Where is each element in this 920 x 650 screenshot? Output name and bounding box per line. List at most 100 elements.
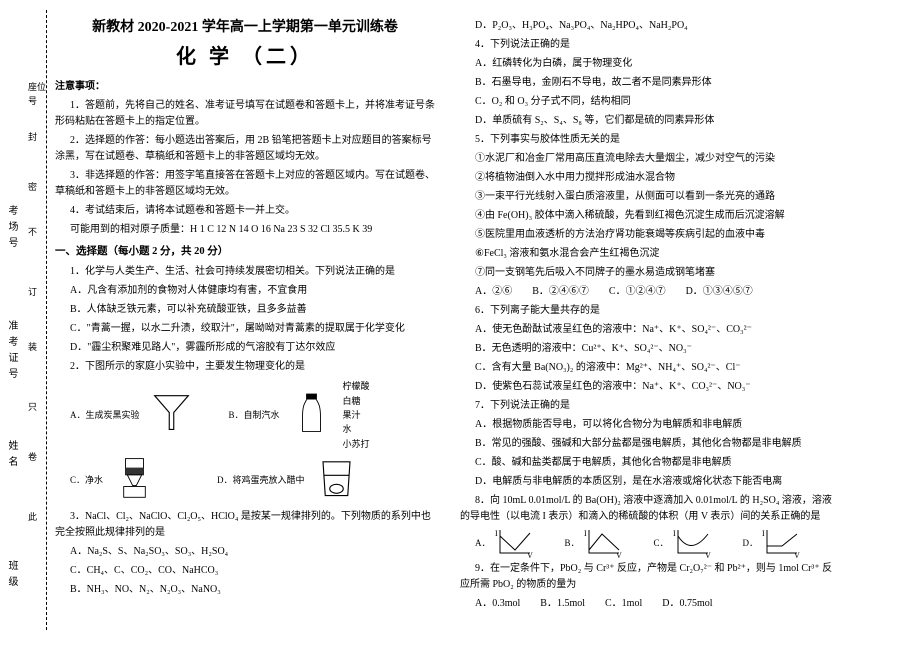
q8-opt-a[interactable]: A． IV <box>475 528 535 558</box>
q2-stem: 2．下图所示的家庭小实验中，主要发生物理变化的是 <box>55 359 435 375</box>
funnel-icon <box>144 390 199 439</box>
q7-stem: 7．下列说法正确的是 <box>460 398 840 414</box>
label-banji: 班级 <box>3 560 19 592</box>
q6-opt-b[interactable]: B．无色透明的溶液中：Cu²⁺、K⁺、SO₄²⁻、NO₃⁻ <box>460 341 840 357</box>
label-kaochang: 考场号 <box>3 205 19 253</box>
q5-item6: ⑥FeCl₃ 溶液和氨水混合会产生红褐色沉淀 <box>460 246 840 262</box>
q4-opt-d[interactable]: D．单质硫有 S₂、S₄、S₈ 等，它们都是硫的同素异形体 <box>460 113 840 129</box>
q2-opt-b[interactable]: B．自制汽水 柠檬酸 白糖 果汁 水 小苏打 <box>229 379 370 451</box>
q8-options: A． IV B． IV C． IV D． IV <box>460 528 840 558</box>
curve-b-icon: IV <box>584 528 624 558</box>
q9-opt-c[interactable]: C．1mol <box>605 596 642 612</box>
filter-icon <box>107 455 162 504</box>
q1-opt-a[interactable]: A．凡含有添加剂的食物对人体健康均有害，不宜食用 <box>55 283 435 299</box>
notice-heading: 注意事项： <box>55 79 435 95</box>
q7-opt-c[interactable]: C．酸、碱和盐类都属于电解质，其他化合物都是非电解质 <box>460 455 840 471</box>
curve-c-icon: IV <box>673 528 713 558</box>
q8-opt-b[interactable]: B． IV <box>565 528 624 558</box>
q5-options: A．②⑥ B．②④⑥⑦ C．①②④⑦ D．①③④⑤⑦ <box>460 284 840 300</box>
label-juan: 卷 <box>28 450 37 464</box>
svg-text:V: V <box>794 551 800 558</box>
q9-opt-a[interactable]: A．0.3mol <box>475 596 520 612</box>
q3-opt-c-pre[interactable]: C．CH₄、C、CO₂、CO、NaHCO₃ <box>55 563 435 579</box>
q6-opt-a[interactable]: A．使无色酚酞试液呈红色的溶液中：Na⁺、K⁺、SO₄²⁻、CO₃²⁻ <box>460 322 840 338</box>
q6-stem: 6．下列离子能大量共存的是 <box>460 303 840 319</box>
q5-item1: ①水泥厂和冶金厂常用高压直流电除去大量烟尘，减少对空气的污染 <box>460 151 840 167</box>
label-xingming: 姓名 <box>3 440 19 472</box>
svg-text:V: V <box>616 551 622 558</box>
molar-masses: 可能用到的相对原子质量：H 1 C 12 N 14 O 16 Na 23 S 3… <box>55 222 435 238</box>
page-columns: 新教材 2020-2021 学年高一上学期第一单元训练卷 化 学 （二） 注意事… <box>0 0 920 624</box>
q4-opt-a[interactable]: A．红磷转化为白磷，属于物理变化 <box>460 56 840 72</box>
q9-options: A．0.3mol B．1.5mol C．1mol D．0.75mol <box>460 596 840 612</box>
label-zhi: 只 <box>28 400 37 414</box>
label-ci: 此 <box>28 510 37 524</box>
q5-opt-c[interactable]: C．①②④⑦ <box>609 284 666 300</box>
q5-item4: ④由 Fe(OH)₃ 胶体中滴入稀硫酸，先看到红褐色沉淀生成而后沉淀溶解 <box>460 208 840 224</box>
label-zuowei: 座位号 <box>28 80 53 109</box>
q8-stem: 8．向 10mL 0.01mol/L 的 Ba(OH)₂ 溶液中逐滴加入 0.0… <box>460 493 840 525</box>
q2-opt-a-label: A．生成炭黑实验 <box>70 408 140 422</box>
q5-opt-a[interactable]: A．②⑥ <box>475 284 512 300</box>
label-zhuang: 装 <box>28 340 37 354</box>
column-right: D．P₂O₃、H₃PO₄、Na₃PO₄、Na₂HPO₄、NaH₂PO₄ 4．下列… <box>460 15 840 614</box>
svg-text:I: I <box>495 529 498 538</box>
q5-item5: ⑤医院里用血液透析的方法治疗肾功能衰竭等疾病引起的血液中毒 <box>460 227 840 243</box>
q2-opt-d-label: D．将鸡蛋壳放入醋中 <box>217 473 305 487</box>
q5-item3: ③一束平行光线射入蛋白质溶液里，从侧面可以看到一条光亮的通路 <box>460 189 840 205</box>
column-left: 新教材 2020-2021 学年高一上学期第一单元训练卷 化 学 （二） 注意事… <box>55 15 435 614</box>
label-ding: 订 <box>28 285 37 299</box>
q3-opt-a[interactable]: A．Na₂S、S、Na₂SO₃、SO₃、H₂SO₄ <box>55 544 435 560</box>
svg-text:I: I <box>584 529 587 538</box>
q9-stem: 9．在一定条件下，PbO₂ 与 Cr³⁺ 反应，产物是 Cr₂O₇²⁻ 和 Pb… <box>460 561 840 593</box>
notice-3: 3．非选择题的作答：用签字笔直接答在答题卡上对应的答题区域内。写在试题卷、草稿纸… <box>55 168 435 200</box>
q7-opt-b[interactable]: B．常见的强酸、强碱和大部分盐都是强电解质，其他化合物都是非电解质 <box>460 436 840 452</box>
q4-opt-c[interactable]: C．O₂ 和 O₃ 分子式不同，结构相同 <box>460 94 840 110</box>
svg-text:V: V <box>527 551 533 558</box>
q6-opt-d[interactable]: D．使紫色石蕊试液呈红色的溶液中：Na⁺、K⁺、CO₃²⁻、NO₃⁻ <box>460 379 840 395</box>
q7-opt-a[interactable]: A．根据物质能否导电，可以将化合物分为电解质和非电解质 <box>460 417 840 433</box>
q5-item2: ②将植物油倒入水中用力搅拌形成油水混合物 <box>460 170 840 186</box>
q6-opt-c[interactable]: C．含有大量 Ba(NO₃)₂ 的溶液中：Mg²⁺、NH₄⁺、SO₄²⁻、Cl⁻ <box>460 360 840 376</box>
q9-opt-b[interactable]: B．1.5mol <box>540 596 585 612</box>
q1-opt-c[interactable]: C．"青蒿一握，以水二升渍，绞取汁"，屠呦呦对青蒿素的提取属于化学变化 <box>55 321 435 337</box>
q4-opt-b[interactable]: B．石墨导电，金刚石不导电，故二者不是同素异形体 <box>460 75 840 91</box>
q5-opt-d[interactable]: D．①③④⑤⑦ <box>686 284 753 300</box>
notice-1: 1．答题前，先将自己的姓名、准考证号填写在试题卷和答题卡上，并将准考证号条形码粘… <box>55 98 435 130</box>
label-mi: 密 <box>28 180 37 194</box>
paper-title-line2: 化 学 （二） <box>55 41 435 73</box>
notice-2: 2．选择题的作答：每小题选出答案后，用 2B 铅笔把答题卡上对应题目的答案标号涂… <box>55 133 435 165</box>
q5-opt-b[interactable]: B．②④⑥⑦ <box>532 284 589 300</box>
q3-stem: 3．NaCl、Cl₂、NaClO、Cl₂O₅、HClO₄ 是按某一规律排列的。下… <box>55 509 435 541</box>
svg-text:V: V <box>705 551 711 558</box>
binding-strip: 座位号 封 密 不 考场号 订 装 准考证号 只 卷 姓名 此 班级 <box>8 10 53 630</box>
q3-opt-d[interactable]: D．P₂O₃、H₃PO₄、Na₃PO₄、Na₂HPO₄、NaH₂PO₄ <box>460 18 840 34</box>
q7-opt-d[interactable]: D．电解质与非电解质的本质区别，是在水溶液或熔化状态下能否电离 <box>460 474 840 490</box>
q2-opt-a[interactable]: A．生成炭黑实验 <box>70 390 199 439</box>
curve-a-icon: IV <box>495 528 535 558</box>
q1-stem: 1．化学与人类生产、生活、社会可持续发展密切相关。下列说法正确的是 <box>55 264 435 280</box>
label-feng: 封 <box>28 130 37 144</box>
q8-opt-d[interactable]: D． IV <box>743 528 803 558</box>
q5-stem: 5．下列事实与胶体性质无关的是 <box>460 132 840 148</box>
label-bu: 不 <box>28 225 37 239</box>
q2-opt-d[interactable]: D．将鸡蛋壳放入醋中 <box>217 455 364 504</box>
q1-opt-b[interactable]: B．人体缺乏铁元素，可以补充硫酸亚铁，且多多益善 <box>55 302 435 318</box>
beaker-icon <box>309 455 364 504</box>
q8-opt-c[interactable]: C． IV <box>654 528 713 558</box>
q2-opt-c[interactable]: C．净水 <box>70 455 162 504</box>
q3-opt-b[interactable]: B．NH₃、NO、N₂、N₂O₃、NaNO₃ <box>55 582 435 598</box>
notice-4: 4．考试结束后，请将本试题卷和答题卡一并上交。 <box>55 203 435 219</box>
svg-text:I: I <box>673 529 676 538</box>
label-zhun: 准考证号 <box>3 320 19 384</box>
svg-text:I: I <box>762 529 765 538</box>
q2-opt-b-label: B．自制汽水 <box>229 408 280 422</box>
q1-opt-d[interactable]: D．"霾尘积聚难见路人"，雾霾所形成的气溶胶有丁达尔效应 <box>55 340 435 356</box>
q2-opt-c-label: C．净水 <box>70 473 103 487</box>
q2-row2: C．净水 D．将鸡蛋壳放入醋中 <box>55 455 435 504</box>
q9-opt-d[interactable]: D．0.75mol <box>662 596 712 612</box>
q4-stem: 4．下列说法正确的是 <box>460 37 840 53</box>
q5-item7: ⑦同一支钢笔先后吸入不同牌子的墨水易造成钢笔堵塞 <box>460 265 840 281</box>
paper-title-line1: 新教材 2020-2021 学年高一上学期第一单元训练卷 <box>55 17 435 39</box>
q2-row1: A．生成炭黑实验 B．自制汽水 柠檬酸 白糖 果汁 水 小苏打 <box>55 379 435 451</box>
